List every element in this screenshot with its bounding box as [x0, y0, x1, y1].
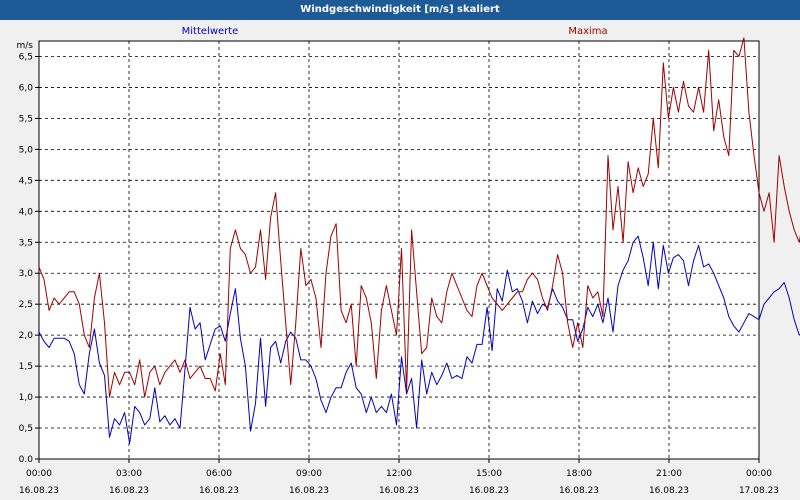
- chart-title: Windgeschwindigkeit [m/s] skaliert: [0, 0, 800, 20]
- x-tick-time-label: 21:00: [656, 469, 682, 479]
- y-tick-label: 5,0: [19, 145, 34, 155]
- y-tick-label: 1,5: [19, 362, 33, 372]
- y-tick-label: 2,5: [19, 300, 33, 310]
- y-tick-label: 4,5: [19, 176, 33, 186]
- x-tick-date-label: 17.08.23: [739, 486, 779, 496]
- x-tick-date-label: 16.08.23: [19, 486, 59, 496]
- x-tick-date-label: 16.08.23: [559, 486, 599, 496]
- x-tick-date-label: 16.08.23: [649, 486, 689, 496]
- y-tick-label: 1,0: [19, 393, 34, 403]
- series-line-maxima: [38, 37, 800, 398]
- y-tick-label: 0.0: [19, 455, 34, 465]
- x-tick-time-label: 12:00: [386, 469, 412, 479]
- chart-canvas: 0.0 0,5 1,0 1,5 2,0 2,5 3,0 3,5 4,0 4,5 5,0 5,5 6,0 6…: [17, 26, 800, 496]
- series-line-mittelwerte: [38, 235, 800, 444]
- y-tick-label: 2,0: [19, 331, 34, 341]
- x-tick-time-label: 06:00: [206, 469, 232, 479]
- y-tick-label: 6,5: [19, 52, 33, 62]
- legend-entry-maxima: Maxima: [568, 26, 607, 37]
- x-tick-date-label: 16.08.23: [109, 486, 149, 496]
- x-tick-time-label: 03:00: [116, 469, 142, 479]
- x-tick-date-label: 16.08.23: [199, 486, 239, 496]
- legend-entry-mittelwerte: Mittelwerte: [182, 26, 239, 37]
- y-tick-label: 3,5: [19, 238, 33, 248]
- y-tick-label: 4,0: [19, 207, 34, 217]
- x-tick-date-label: 16.08.23: [289, 486, 329, 496]
- x-tick-time-label: 18:00: [566, 469, 592, 479]
- x-tick-date-label: 16.08.23: [469, 486, 509, 496]
- x-tick-time-label: 00:00: [26, 469, 52, 479]
- x-tick-time-label: 00:00: [746, 469, 772, 479]
- y-tick-label: 3,0: [19, 269, 34, 279]
- y-tick-label: 0,5: [19, 424, 33, 434]
- y-tick-label: 5,5: [19, 114, 33, 124]
- x-tick-date-label: 16.08.23: [379, 486, 419, 496]
- x-tick-time-label: 15:00: [476, 469, 502, 479]
- y-axis-label: m/s: [17, 41, 34, 51]
- y-tick-label: 6,0: [19, 83, 34, 93]
- x-tick-time-label: 09:00: [296, 469, 322, 479]
